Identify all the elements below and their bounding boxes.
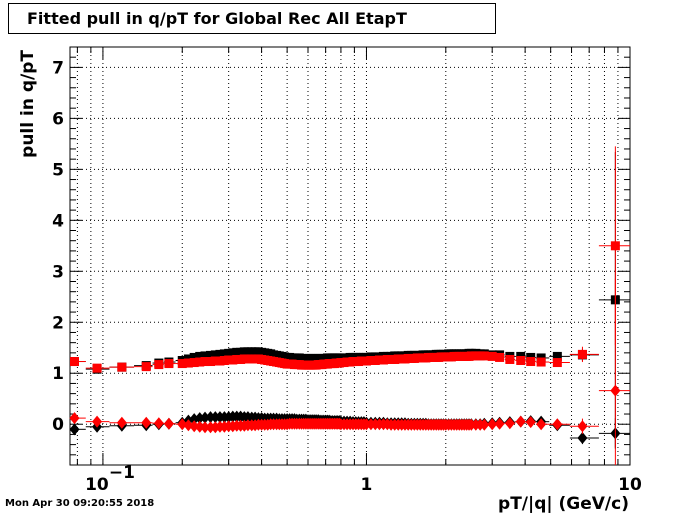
data-point <box>177 359 187 369</box>
chart-title: Fitted pull in q/pT for Global Rec All E… <box>8 3 496 34</box>
data-point <box>610 241 620 251</box>
data-point <box>92 363 102 373</box>
y-tick-label: 5 <box>52 160 64 180</box>
data-point <box>210 350 220 360</box>
data-point <box>577 431 588 444</box>
data-point <box>526 357 536 367</box>
data-point <box>504 417 515 430</box>
data-point <box>183 358 193 368</box>
data-marks <box>69 146 630 465</box>
y-tick-label: 3 <box>52 262 64 282</box>
data-point <box>141 416 152 429</box>
data-point <box>177 418 188 431</box>
data-point <box>189 420 200 433</box>
data-point <box>195 357 205 367</box>
data-point <box>189 352 199 362</box>
x-tick-label-exponent: −1 <box>109 463 135 483</box>
data-point <box>116 416 127 429</box>
x-tick-label: 10 <box>618 475 642 495</box>
data-point <box>200 357 210 367</box>
series-0 <box>69 152 630 448</box>
y-axis-label: pull in q/pT <box>18 50 38 158</box>
axes <box>69 46 631 466</box>
data-point <box>189 358 199 368</box>
data-point <box>206 350 216 360</box>
data-point <box>495 352 505 362</box>
data-point <box>479 418 490 431</box>
y-tick-label: 6 <box>52 109 64 129</box>
data-point <box>552 418 563 431</box>
data-point <box>577 420 588 433</box>
data-point <box>69 412 80 425</box>
timestamp: Mon Apr 30 09:20:55 2018 <box>5 498 155 509</box>
y-tick-label: 4 <box>52 211 64 231</box>
series-1 <box>69 146 630 373</box>
y-tick-label: 0 <box>52 415 64 435</box>
data-point <box>610 384 621 397</box>
data-point <box>164 359 174 369</box>
data-point <box>153 417 164 430</box>
y-tick-label: 1 <box>52 364 64 384</box>
data-point <box>536 357 546 367</box>
data-point <box>206 357 216 367</box>
series-3 <box>69 278 630 465</box>
x-axis-label: pT/|q| (GeV/c) <box>498 494 629 514</box>
x-tick-label: 10 <box>85 475 109 495</box>
data-point <box>505 354 515 364</box>
data-point <box>154 360 164 370</box>
plot-frame <box>69 46 631 466</box>
data-point <box>210 356 220 366</box>
data-point <box>200 421 211 434</box>
data-point <box>69 423 80 436</box>
data-point <box>200 411 211 424</box>
data-point <box>200 351 210 361</box>
data-point <box>487 351 497 361</box>
data-point <box>536 418 547 431</box>
data-point <box>479 351 489 361</box>
data-point <box>69 357 79 367</box>
data-point <box>552 351 562 361</box>
data-point <box>141 362 151 372</box>
grid <box>70 47 630 465</box>
x-tick-label: 1 <box>361 475 373 495</box>
data-point <box>552 358 562 368</box>
data-point <box>92 415 103 428</box>
data-point <box>195 351 205 361</box>
data-point <box>117 362 127 372</box>
data-point <box>494 417 505 430</box>
data-point <box>515 415 526 428</box>
data-point <box>577 349 587 359</box>
data-point <box>516 356 526 365</box>
data-point <box>163 417 174 430</box>
data-point <box>525 416 536 429</box>
data-point <box>487 418 498 431</box>
y-tick-label: 7 <box>52 58 64 78</box>
y-tick-label: 2 <box>52 313 64 333</box>
